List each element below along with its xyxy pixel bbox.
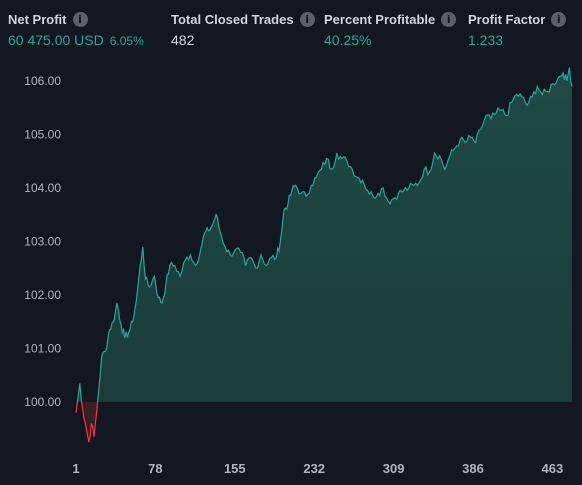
y-tick-label: 101.00 bbox=[24, 342, 61, 356]
stat-value: 482 bbox=[171, 32, 195, 48]
stat-net-profit: Net Profit i 60 475.00 USD 6.05% bbox=[8, 12, 144, 48]
info-icon[interactable]: i bbox=[299, 12, 315, 27]
y-tick-label: 104.00 bbox=[24, 181, 61, 195]
plot-area bbox=[75, 67, 573, 443]
stat-value: 60 475.00 USD bbox=[8, 32, 104, 48]
y-tick-label: 105.00 bbox=[24, 128, 61, 142]
equity-line bbox=[76, 67, 573, 402]
equity-area-fill bbox=[76, 67, 572, 402]
stat-label: Total Closed Trades bbox=[171, 12, 294, 27]
x-tick-label: 232 bbox=[303, 461, 325, 476]
y-tick-label: 103.00 bbox=[24, 235, 61, 249]
y-axis: 100.00 101.00 102.00 103.00 104.00 105.00 106.… bbox=[24, 74, 61, 409]
x-tick-label: 1 bbox=[72, 461, 79, 476]
stat-label: Net Profit bbox=[8, 12, 67, 27]
stat-value: 40.25% bbox=[324, 32, 372, 48]
stats-bar: Net Profit i 60 475.00 USD 6.05% Total Cl… bbox=[0, 0, 582, 60]
y-tick-label: 106.00 bbox=[24, 74, 61, 88]
stat-total-closed-trades: Total Closed Trades i 482 bbox=[171, 12, 315, 48]
stat-label: Percent Profitable bbox=[324, 12, 436, 27]
info-icon[interactable]: i bbox=[551, 12, 567, 27]
y-tick-label: 102.00 bbox=[24, 288, 61, 302]
stat-value: 1.233 bbox=[468, 32, 504, 48]
x-tick-label: 463 bbox=[542, 461, 564, 476]
stat-label: Profit Factor bbox=[468, 12, 546, 27]
x-tick-label: 155 bbox=[224, 461, 246, 476]
stat-profit-factor: Profit Factor i 1.233 bbox=[468, 12, 567, 48]
x-tick-label: 309 bbox=[383, 461, 405, 476]
x-tick-label: 78 bbox=[148, 461, 162, 476]
info-icon[interactable]: i bbox=[72, 12, 88, 27]
y-tick-label: 100.00 bbox=[24, 395, 61, 409]
x-tick-label: 386 bbox=[462, 461, 484, 476]
stat-percent: 6.05% bbox=[109, 34, 144, 48]
info-icon[interactable]: i bbox=[441, 12, 457, 27]
stat-percent-profitable: Percent Profitable i 40.25% bbox=[324, 12, 457, 48]
x-axis: 1 78 155 232 309 386 463 bbox=[72, 461, 563, 476]
